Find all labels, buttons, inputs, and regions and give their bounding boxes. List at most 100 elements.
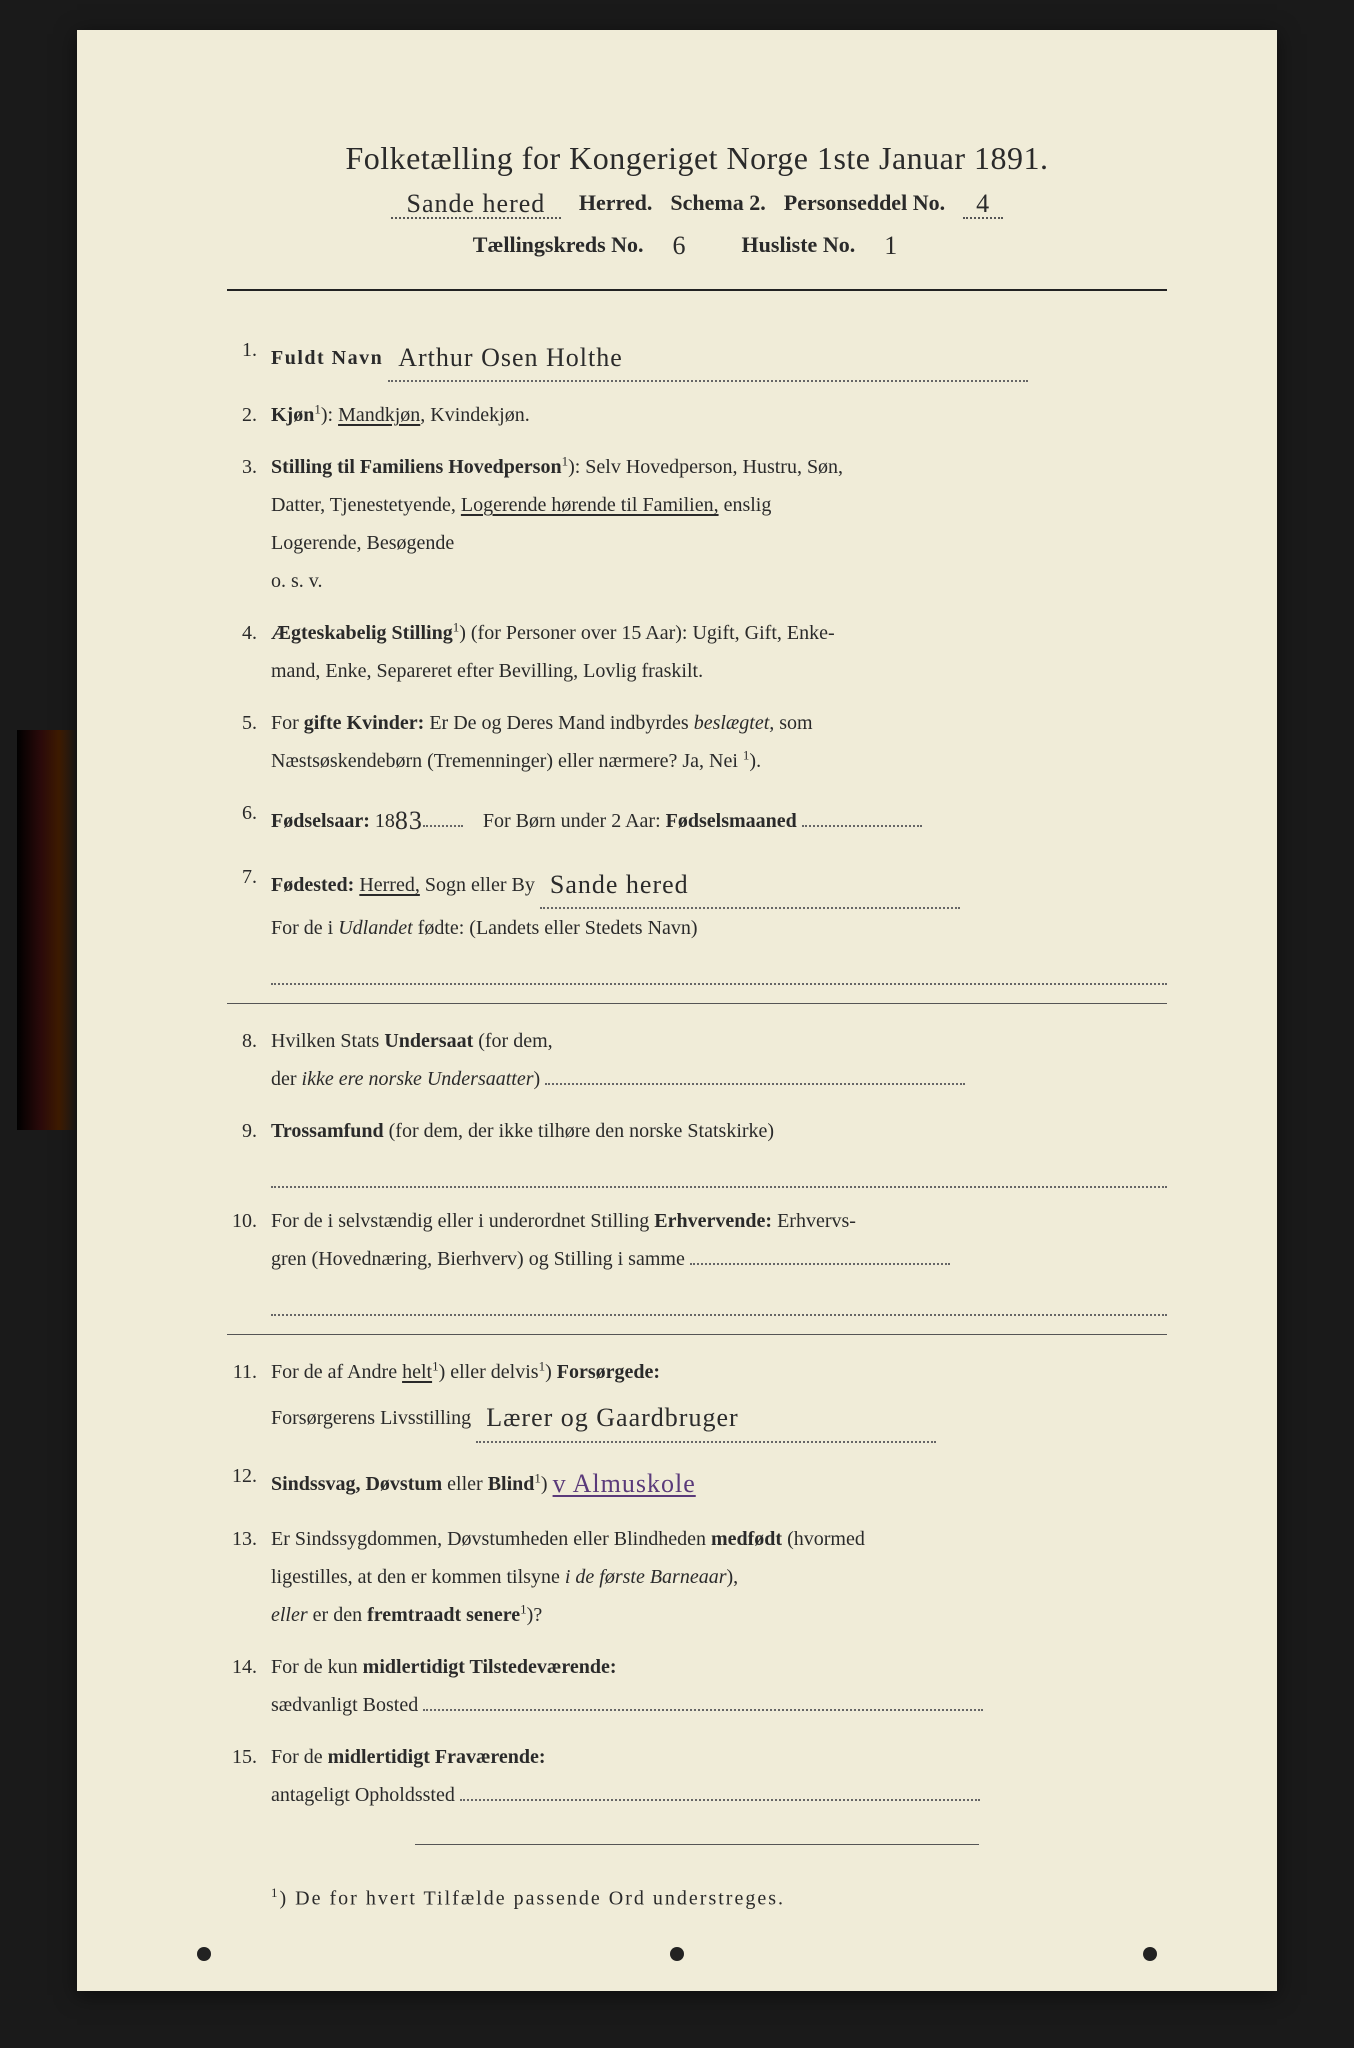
item-11-b: eller delvis: [450, 1361, 538, 1383]
item-12-bold2: Blind: [488, 1473, 535, 1495]
item-8: 8. Hvilken Stats Undersaat (for dem, der…: [227, 1022, 1167, 1098]
item-3: 3. Stilling til Familiens Hovedperson1):…: [227, 448, 1167, 600]
label-fodested: Fødested:: [271, 874, 354, 896]
herred-label: Herred.: [579, 190, 653, 216]
kreds-no: 6: [673, 231, 687, 260]
item-num: 15.: [227, 1738, 271, 1814]
item-8-l1r: (for dem,: [478, 1030, 552, 1052]
item-8-bold: Undersaat: [384, 1030, 473, 1052]
item-7: 7. Fødested: Herred, Sogn eller By Sande…: [227, 858, 1167, 985]
item-8-l2i: ikke ere norske Undersaatter: [302, 1068, 534, 1090]
item-10: 10. For de i selvstændig eller i underor…: [227, 1202, 1167, 1316]
kreds-label: Tællingskreds No.: [473, 232, 644, 258]
item-4-rest2: mand, Enke, Separeret efter Bevilling, L…: [271, 660, 703, 682]
item-num: 14.: [227, 1648, 271, 1724]
herred-handwritten: Sande hered: [407, 189, 546, 218]
footnote-text: De for hvert Tilfælde passende Ord under…: [295, 1888, 785, 1910]
item-7-rest: Sogn eller By: [425, 874, 535, 896]
item-num: 3.: [227, 448, 271, 600]
label-kjon: Kjøn: [271, 404, 314, 426]
footnote-rule: [415, 1844, 979, 1845]
item-num: 6.: [227, 794, 271, 843]
item-10-blank: [271, 1284, 1167, 1316]
item-14-l2: sædvanligt Bosted: [271, 1694, 418, 1716]
item-11-a: For de af Andre: [271, 1361, 402, 1383]
forsorger-hand: Lærer og Gaardbruger: [486, 1403, 738, 1432]
item-13-l3b: er den: [313, 1604, 367, 1626]
item-7-herred: Herred,: [359, 874, 420, 896]
item-11: 11. For de af Andre helt1) eller delvis1…: [227, 1353, 1167, 1442]
item-12-label: Sindssvag, Døvstum: [271, 1473, 442, 1495]
item-9: 9. Trossamfund (for dem, der ikke tilhør…: [227, 1112, 1167, 1188]
subtitle-row: Sande hered Herred. Schema 2. Personsedd…: [227, 187, 1167, 219]
item-8-l1: Hvilken Stats: [271, 1030, 384, 1052]
item-5-d: beslægtet,: [694, 712, 775, 734]
personseddel-no: 4: [976, 189, 990, 218]
item-5-line2: Næstsøskendebørn (Tremenninger) eller næ…: [271, 750, 743, 772]
item-12: 12. Sindssvag, Døvstum eller Blind1) v A…: [227, 1457, 1167, 1506]
item-9-blank: [271, 1156, 1167, 1188]
scan-edge-artifact: [17, 730, 77, 1130]
document-page: Folketælling for Kongeriget Norge 1ste J…: [77, 30, 1277, 1991]
item-13-bold: medfødt: [711, 1528, 782, 1550]
item-14-bold: midlertidigt Tilstedeværende:: [363, 1656, 617, 1678]
item-3-line1: Selv Hovedperson, Hustru, Søn,: [585, 456, 843, 478]
label-fodselsmaaned: Fødselsmaaned: [666, 810, 797, 832]
item-11-l2: Forsørgerens Livsstilling: [271, 1407, 471, 1429]
year-prefix: 18: [375, 810, 395, 832]
item-num: 1.: [227, 331, 271, 382]
item-num: 2.: [227, 396, 271, 434]
personseddel-label: Personseddel No.: [784, 190, 945, 216]
item-11-bold: Forsørgede:: [557, 1361, 660, 1383]
item-num: 7.: [227, 858, 271, 985]
item-num: 11.: [227, 1353, 271, 1442]
schema-label: Schema 2.: [670, 190, 765, 216]
item-6: 6. Fødselsaar: 1883 For Børn under 2 Aar…: [227, 794, 1167, 843]
item-14-l1: For de kun: [271, 1656, 363, 1678]
item-8-l2: der: [271, 1068, 302, 1090]
item-7-l2: For de i: [271, 917, 338, 939]
item-2: 2. Kjøn1): Mandkjøn, Kvindekjøn.: [227, 396, 1167, 434]
label-aegteskab: Ægteskabelig Stilling: [271, 622, 453, 644]
item-13-l2r: ),: [726, 1566, 738, 1588]
item-5: 5. For gifte Kvinder: Er De og Deres Man…: [227, 704, 1167, 780]
punch-hole-mid: [670, 1947, 684, 1961]
item-6-rest: For Børn under 2 Aar:: [483, 810, 666, 832]
item-13-l1: Er Sindssygdommen, Døvstumheden eller Bl…: [271, 1528, 711, 1550]
punch-hole-right: [1143, 1947, 1157, 1961]
item-5-b: gifte Kvinder:: [304, 712, 425, 734]
item-13-l2a: ligestilles, at den er kommen tilsyne: [271, 1566, 565, 1588]
fodested-hand: Sande hered: [550, 870, 689, 899]
item-15-l1: For de: [271, 1746, 328, 1768]
item-num: 13.: [227, 1520, 271, 1634]
item-3-selected: Logerende hørende til Familien,: [461, 494, 719, 516]
item-10-l1r: Erhvervs-: [777, 1210, 856, 1232]
divider-7-8: [227, 1003, 1167, 1004]
item-5-a: For: [271, 712, 304, 734]
item-9-rest: (for dem, der ikke tilhøre den norske St…: [389, 1120, 774, 1142]
item-15-bold: midlertidigt Fraværende:: [328, 1746, 546, 1768]
item-12-rest: eller: [447, 1473, 488, 1495]
form-header: Folketælling for Kongeriget Norge 1ste J…: [227, 140, 1167, 259]
item-9-bold: Trossamfund: [271, 1120, 384, 1142]
item-3-line3: Logerende, Besøgende: [271, 532, 454, 554]
item-num: 9.: [227, 1112, 271, 1188]
name-handwritten: Arthur Osen Holthe: [398, 343, 623, 372]
kjon-mandkjon: Mandkjøn: [338, 404, 420, 426]
item-15: 15. For de midlertidigt Fraværende: anta…: [227, 1738, 1167, 1814]
item-13-l2i: i de første Barneaar: [565, 1566, 727, 1588]
item-13-l1r: (hvormed: [787, 1528, 865, 1550]
item-12-hand: v Almuskole: [553, 1469, 696, 1498]
item-7-l2r: fødte: (Landets eller Stedets Navn): [418, 917, 698, 939]
item-num: 4.: [227, 614, 271, 690]
item-15-l2: antageligt Opholdssted: [271, 1784, 455, 1806]
item-14: 14. For de kun midlertidigt Tilstedevære…: [227, 1648, 1167, 1724]
item-4: 4. Ægteskabelig Stilling1) (for Personer…: [227, 614, 1167, 690]
label-fodselsaar: Fødselsaar:: [271, 810, 370, 832]
item-13: 13. Er Sindssygdommen, Døvstumheden elle…: [227, 1520, 1167, 1634]
item-3-line4: o. s. v.: [271, 570, 322, 592]
year-hand: 83: [395, 806, 423, 835]
husliste-label: Husliste No.: [742, 232, 856, 258]
item-13-bold2: fremtraadt senere: [367, 1604, 520, 1626]
item-8-l2r: ): [534, 1068, 541, 1090]
